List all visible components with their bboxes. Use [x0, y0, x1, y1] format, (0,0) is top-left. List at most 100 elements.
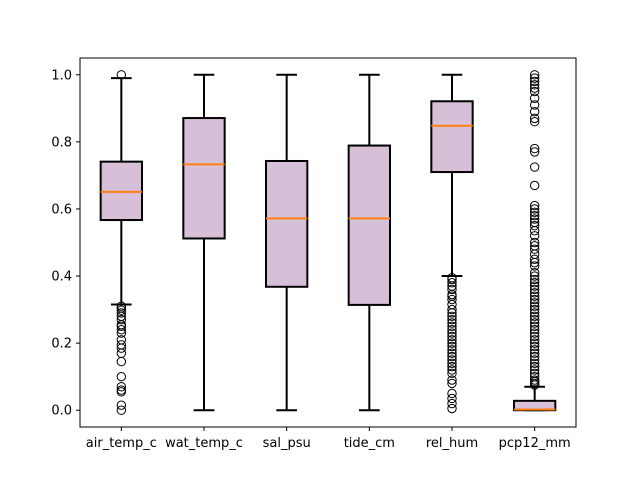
outlier-point — [447, 393, 457, 404]
outlier-point — [529, 325, 540, 335]
y-tick-label: 0.4 — [51, 270, 72, 285]
outlier-point — [447, 358, 457, 368]
outlier-point — [529, 80, 540, 90]
outlier-point — [116, 328, 127, 338]
outlier-point — [116, 305, 127, 315]
outlier-point — [447, 403, 457, 414]
outlier-point — [529, 261, 540, 271]
outlier-point — [116, 400, 127, 410]
x-tick-label: tide_cm — [344, 436, 395, 451]
iqr-box — [430, 100, 474, 174]
outlier-point — [447, 331, 457, 342]
y-tick-label: 0.8 — [51, 135, 72, 150]
outlier-point — [447, 378, 457, 389]
outlier-point — [529, 274, 540, 285]
box-sal_psu — [265, 73, 309, 412]
outlier-point — [529, 335, 540, 345]
outlier-point — [529, 298, 540, 308]
outlier-point — [529, 358, 540, 368]
outlier-point — [529, 210, 540, 221]
outlier-point — [447, 328, 457, 338]
outlier-point — [529, 231, 540, 241]
outlier-point — [529, 318, 540, 328]
outlier-point — [529, 254, 540, 264]
outlier-point — [447, 348, 457, 358]
y-tick-label: 0.6 — [51, 202, 72, 217]
plot-frame — [79, 57, 577, 428]
outlier-point — [447, 368, 457, 379]
iqr-box — [99, 160, 143, 222]
y-tick-label: 0.0 — [51, 404, 72, 419]
x-tick-label: pcp12_mm — [499, 436, 571, 451]
outlier-point — [116, 321, 127, 332]
outlier-point — [447, 304, 457, 315]
outlier-point — [529, 278, 540, 288]
outlier-point — [447, 341, 457, 352]
outlier-point — [529, 281, 540, 291]
outlier-point — [529, 237, 540, 248]
outlier-point — [116, 387, 127, 397]
outlier-point — [529, 321, 540, 332]
outlier-point — [529, 351, 540, 362]
outlier-point — [529, 355, 540, 365]
outlier-point — [529, 380, 540, 390]
outlier-point — [529, 73, 540, 83]
outlier-point — [447, 355, 457, 365]
outlier-point — [529, 147, 540, 157]
outlier-point — [529, 106, 540, 117]
outlier-point — [529, 267, 540, 278]
box-tide_cm — [347, 73, 391, 412]
outlier-point — [529, 304, 540, 315]
outlier-point — [529, 308, 540, 318]
outlier-point — [529, 311, 540, 321]
outlier-point — [529, 86, 540, 97]
box-rel_hum — [430, 73, 474, 414]
outlier-point — [529, 226, 540, 236]
outlier-point — [447, 345, 457, 355]
outlier-point — [529, 100, 540, 110]
outlier-point — [529, 271, 540, 281]
outlier-point — [447, 274, 457, 285]
outlier-point — [529, 221, 540, 231]
outlier-point — [529, 331, 540, 342]
outlier-point — [529, 113, 540, 124]
outlier-point — [529, 288, 540, 298]
outlier-point — [529, 348, 540, 358]
outlier-point — [529, 180, 540, 191]
box-air_temp_c — [99, 70, 143, 415]
outlier-point — [447, 278, 457, 288]
y-tick-label: 1.0 — [51, 68, 72, 83]
outlier-point — [529, 204, 540, 214]
y-tick-label: 0.2 — [51, 337, 72, 352]
outlier-point — [116, 314, 127, 325]
box-pcp12_mm — [513, 70, 557, 412]
outlier-point — [529, 328, 540, 338]
outlier-point — [529, 314, 540, 325]
outlier-point — [529, 143, 540, 154]
box-wat_temp_c — [182, 73, 226, 412]
outlier-point — [116, 405, 127, 415]
outlier-point — [447, 361, 457, 372]
iqr-box — [182, 117, 226, 240]
boxes-layer — [99, 70, 557, 415]
outlier-point — [529, 76, 540, 87]
outlier-point — [529, 93, 540, 103]
outlier-point — [447, 308, 457, 318]
outlier-point — [116, 356, 127, 367]
outlier-point — [529, 257, 540, 268]
outlier-point — [447, 388, 457, 399]
x-tick-label: sal_psu — [263, 436, 311, 451]
x-tick-label: wat_temp_c — [165, 436, 243, 451]
outlier-point — [529, 284, 540, 295]
outlier-point — [116, 343, 127, 353]
iqr-box — [347, 144, 391, 306]
iqr-box — [265, 159, 309, 288]
outlier-point — [529, 162, 540, 172]
outlier-point — [447, 318, 457, 328]
outlier-point — [529, 338, 540, 348]
outlier-point — [447, 294, 457, 305]
outlier-point — [116, 70, 127, 80]
outlier-point — [529, 244, 540, 254]
outlier-point — [529, 117, 540, 127]
